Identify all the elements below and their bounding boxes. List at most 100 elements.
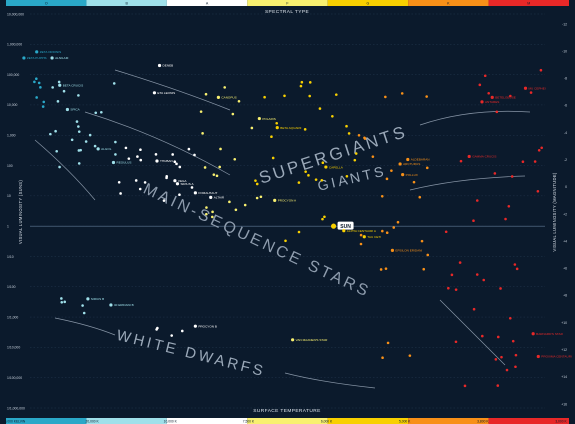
temperature-tick-label: 5,000 K [399, 420, 411, 424]
star-points: SUN ZETA PUPPIS ZETA ORIONIS ALNILAM BETA CR… [22, 50, 572, 388]
star-label: MU CEPHEI [528, 86, 545, 90]
region-arrow [114, 69, 231, 111]
background-star [379, 268, 383, 271]
star-label: 40 ERIDANI B [114, 303, 134, 307]
background-star [357, 134, 361, 137]
background-star [463, 384, 467, 388]
background-star [81, 304, 84, 307]
background-star [386, 341, 390, 345]
background-star [136, 155, 139, 158]
background-star [359, 242, 363, 246]
background-star [63, 300, 67, 304]
spectral-band-bottom-K [408, 418, 489, 424]
luminosity-tick-label: 10,000,000 [7, 12, 24, 16]
background-star [513, 263, 517, 266]
background-star [539, 68, 543, 72]
background-star [139, 158, 143, 162]
luminosity-tick-label: 1/100 [7, 285, 16, 289]
star-point [273, 198, 277, 202]
background-star [475, 273, 479, 276]
background-star [211, 210, 214, 214]
background-star [308, 81, 312, 84]
background-star [284, 239, 287, 243]
bottom-axis-title: SURFACE TEMPERATURE [253, 408, 320, 414]
star-point [362, 235, 366, 239]
background-star [33, 80, 36, 84]
background-star [124, 146, 128, 150]
background-star [199, 110, 203, 113]
background-star [363, 137, 367, 140]
star-point [480, 100, 484, 104]
background-star [297, 181, 301, 184]
background-star [58, 165, 61, 169]
background-star [472, 307, 476, 311]
temperature-tick-label: 30,000 KELVIN [3, 420, 26, 424]
spectral-class-label: O [45, 2, 48, 6]
star-label: BARNARD'S STAR [536, 332, 563, 336]
star-point [257, 116, 261, 121]
background-star [62, 89, 66, 93]
background-star [509, 94, 512, 98]
background-star [117, 180, 121, 184]
axes: 10,000,0001,000,000100,00010,0001,000100… [7, 12, 567, 410]
star-point [193, 191, 197, 195]
star-point [275, 126, 279, 130]
background-star [35, 77, 38, 80]
background-star [308, 94, 312, 98]
temperature-tick-label: 3,800 K [477, 420, 489, 424]
luminosity-tick-label: 1/10,000 [7, 346, 20, 350]
sun-point [330, 223, 337, 229]
luminosity-tick-label: 1/1,000,000 [7, 406, 25, 410]
background-star [318, 107, 322, 110]
background-star [154, 153, 158, 156]
star-point [406, 157, 410, 162]
background-star [243, 203, 247, 207]
background-star [345, 175, 349, 178]
background-star [93, 144, 97, 148]
star-point [531, 332, 535, 336]
background-star [537, 148, 541, 152]
magnitude-tick-label: +16 [561, 402, 567, 406]
spectral-class-label: B [125, 2, 128, 6]
magnitude-tick-label: -10 [562, 49, 567, 53]
magnitude-tick-label: +2 [563, 212, 567, 216]
background-star [385, 231, 389, 235]
background-star [263, 95, 266, 99]
background-star [119, 192, 122, 195]
star-point [65, 107, 70, 112]
region-arrow [419, 110, 531, 126]
background-star [307, 174, 310, 177]
luminosity-tick-label: 10,000 [7, 103, 17, 107]
background-star [459, 159, 463, 163]
background-star [396, 220, 400, 224]
background-star [359, 233, 363, 237]
star-label: REGULUS [116, 161, 131, 165]
background-star [314, 178, 318, 181]
background-star [60, 300, 64, 304]
star-label: ALTAIR [214, 196, 225, 200]
background-star [143, 181, 147, 184]
star-label: ETA LEONIS [157, 91, 175, 95]
background-star [444, 230, 448, 234]
star-point [22, 56, 26, 60]
star-point [523, 86, 528, 90]
star-label: EPSILON ERIDANI [395, 249, 422, 253]
star-point [390, 248, 395, 252]
spectral-band-bottom-G [327, 418, 409, 424]
star-point [398, 162, 402, 166]
background-star [353, 158, 357, 162]
magnitude-tick-label: +14 [561, 375, 567, 379]
magnitude-tick-label: -2 [564, 158, 567, 162]
star-point [157, 63, 162, 68]
background-star [323, 215, 326, 219]
background-star [536, 190, 540, 193]
region-arrow [284, 372, 376, 389]
background-star [178, 165, 182, 169]
star-label: BETA AQUARII [280, 126, 301, 130]
background-star [354, 152, 358, 155]
background-star [70, 138, 74, 142]
star-label: PROCYON A [278, 199, 297, 203]
background-star [418, 195, 422, 199]
background-star [304, 170, 307, 173]
spectral-class-label: F [286, 2, 289, 6]
